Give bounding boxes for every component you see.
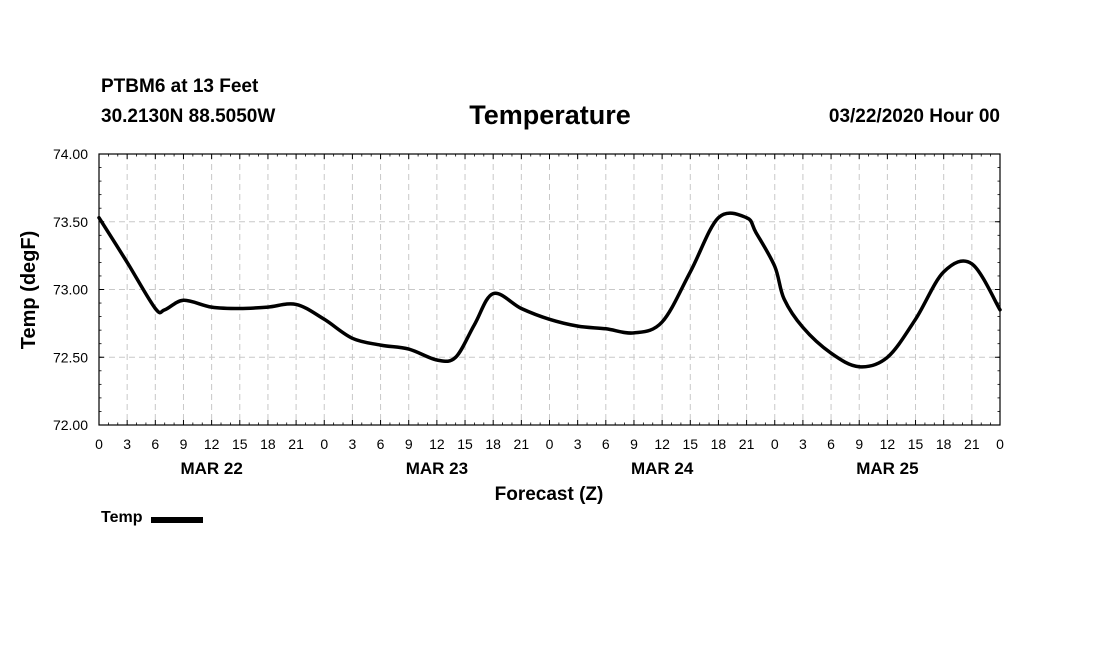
x-tick-label: 3 <box>574 436 582 452</box>
x-tick-label: 18 <box>260 436 276 452</box>
station-label: PTBM6 at 13 Feet <box>101 76 259 97</box>
grid-lines <box>99 154 1000 425</box>
x-tick-label: 9 <box>630 436 638 452</box>
x-tick-label: 0 <box>546 436 554 452</box>
y-tick-label: 73.00 <box>53 282 88 298</box>
y-tick-label: 72.50 <box>53 349 88 365</box>
x-tick-label: 15 <box>232 436 248 452</box>
day-label: MAR 25 <box>856 459 918 478</box>
x-tick-label: 0 <box>771 436 779 452</box>
x-tick-label: 6 <box>827 436 835 452</box>
x-tick-label: 15 <box>908 436 924 452</box>
x-tick-label: 3 <box>349 436 357 452</box>
x-tick-label: 12 <box>880 436 896 452</box>
legend-label: Temp <box>101 509 143 526</box>
x-tick-label: 9 <box>180 436 188 452</box>
y-axis-label: Temp (degF) <box>18 231 40 350</box>
x-tick-label: 12 <box>204 436 220 452</box>
x-tick-label: 18 <box>936 436 952 452</box>
x-tick-label: 6 <box>151 436 159 452</box>
x-tick-label: 3 <box>799 436 807 452</box>
x-axis-label: Forecast (Z) <box>495 484 604 505</box>
x-tick-label: 0 <box>996 436 1004 452</box>
chart-title: Temperature <box>469 100 631 130</box>
x-tick-label: 21 <box>288 436 304 452</box>
x-tick-label: 18 <box>485 436 501 452</box>
y-tick-label: 72.00 <box>53 417 88 433</box>
x-tick-label: 15 <box>457 436 473 452</box>
x-tick-label: 15 <box>682 436 698 452</box>
x-tick-label: 18 <box>711 436 727 452</box>
x-tick-label: 21 <box>739 436 755 452</box>
day-label: MAR 23 <box>406 459 468 478</box>
axis-labels: 0 3 6 9 12 15 18 21 0 3 6 9 12 15 18 21 0 3 6 9 12 15 18 21 0 3 6 9… <box>53 146 1004 478</box>
x-tick-label: 9 <box>855 436 863 452</box>
station-coordinates: 30.2130N 88.5050W <box>101 106 276 127</box>
x-tick-label: 12 <box>654 436 670 452</box>
x-tick-label: 21 <box>514 436 530 452</box>
x-tick-label: 6 <box>602 436 610 452</box>
x-tick-label: 0 <box>95 436 103 452</box>
day-label: MAR 22 <box>180 459 242 478</box>
x-tick-label: 6 <box>377 436 385 452</box>
x-tick-label: 21 <box>964 436 980 452</box>
series-layer <box>97 211 1002 369</box>
plot-frame <box>98 153 1001 426</box>
series-line-temp <box>97 211 1002 369</box>
y-tick-label: 74.00 <box>53 146 88 162</box>
x-tick-label: 12 <box>429 436 445 452</box>
x-tick-label: 3 <box>123 436 131 452</box>
y-tick-label: 73.50 <box>53 214 88 230</box>
legend-line-swatch <box>151 516 204 523</box>
x-tick-label: 0 <box>320 436 328 452</box>
forecast-date: 03/22/2020 Hour 00 <box>828 106 1000 127</box>
legend: Temp <box>101 509 204 527</box>
x-tick-label: 9 <box>405 436 413 452</box>
day-label: MAR 24 <box>631 459 694 478</box>
